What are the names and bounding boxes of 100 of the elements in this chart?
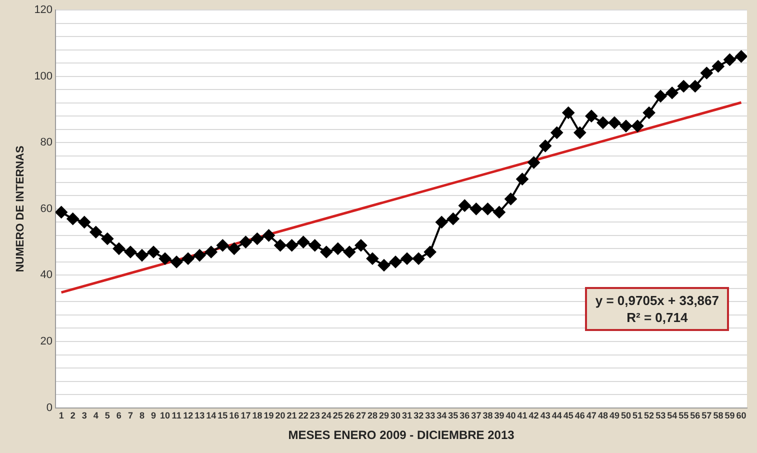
point bbox=[458, 200, 471, 212]
x-tick-label: 1 bbox=[58, 410, 64, 421]
point bbox=[332, 242, 344, 255]
point bbox=[436, 216, 448, 228]
point bbox=[390, 256, 402, 268]
point bbox=[401, 252, 414, 265]
x-tick-label: 52 bbox=[644, 410, 654, 421]
point bbox=[159, 252, 172, 265]
point bbox=[585, 110, 598, 122]
point bbox=[678, 80, 690, 92]
point bbox=[251, 232, 264, 245]
x-tick-label: 56 bbox=[690, 410, 700, 421]
x-tick-label: 4 bbox=[93, 410, 98, 421]
point bbox=[700, 66, 713, 79]
point bbox=[90, 226, 102, 238]
x-tick-label: 6 bbox=[116, 410, 122, 421]
point bbox=[56, 206, 68, 218]
x-tick-label: 37 bbox=[471, 410, 482, 421]
x-tick-label: 29 bbox=[378, 410, 389, 421]
x-tick-label: 45 bbox=[563, 410, 574, 421]
point bbox=[320, 246, 332, 258]
x-tick-label: 57 bbox=[702, 410, 712, 421]
point bbox=[262, 229, 275, 242]
point bbox=[228, 242, 240, 255]
x-tick-label: 9 bbox=[151, 410, 156, 421]
x-tick-label: 50 bbox=[620, 410, 632, 421]
x-tick-label: 2 bbox=[70, 410, 76, 421]
y-tick-label: 0 bbox=[46, 402, 53, 414]
point bbox=[596, 116, 609, 129]
point bbox=[366, 252, 378, 265]
x-tick-label: 53 bbox=[656, 410, 666, 421]
x-tick-label: 3 bbox=[82, 410, 87, 421]
x-tick-label: 32 bbox=[414, 410, 424, 421]
x-tick-label: 44 bbox=[552, 410, 562, 421]
point bbox=[654, 90, 667, 102]
point bbox=[632, 120, 644, 132]
point bbox=[297, 236, 310, 248]
point bbox=[666, 86, 678, 99]
point bbox=[66, 212, 79, 225]
point bbox=[148, 246, 160, 258]
x-tick-label: 10 bbox=[160, 410, 170, 421]
x-tick-label: 48 bbox=[598, 410, 608, 421]
x-tick-label: 23 bbox=[310, 410, 320, 421]
annotation: R² = 0,714 bbox=[626, 309, 689, 326]
x-tick-label: 36 bbox=[460, 410, 470, 421]
x-tick-label: 13 bbox=[194, 410, 205, 421]
x-tick-label: 17 bbox=[240, 410, 251, 421]
point bbox=[620, 120, 632, 132]
point bbox=[550, 126, 563, 139]
x-tick-label: 39 bbox=[494, 410, 504, 421]
point bbox=[528, 156, 540, 168]
point bbox=[574, 126, 586, 139]
point bbox=[493, 206, 506, 218]
point bbox=[205, 246, 218, 258]
x-tick-label: 28 bbox=[367, 410, 378, 421]
x-tick-label: 42 bbox=[528, 410, 539, 421]
point bbox=[539, 140, 552, 152]
x-tick-label: 25 bbox=[332, 410, 343, 421]
x-tick-label: 55 bbox=[678, 410, 689, 421]
y-tick-label: 40 bbox=[40, 269, 53, 282]
point bbox=[274, 239, 286, 252]
x-tick-label: 14 bbox=[206, 410, 216, 421]
x-tick-label: 51 bbox=[632, 410, 643, 421]
x-tick-label: 26 bbox=[344, 410, 354, 421]
x-tick-label: 15 bbox=[218, 410, 228, 421]
x-tick-label: 46 bbox=[574, 410, 585, 421]
point bbox=[689, 80, 702, 92]
y-tick-label: 100 bbox=[34, 70, 53, 82]
y-tick-label: 80 bbox=[40, 136, 53, 149]
point bbox=[643, 106, 656, 119]
point bbox=[562, 106, 574, 119]
x-tick-label: 35 bbox=[448, 410, 458, 421]
point bbox=[78, 216, 90, 228]
x-tick-label: 7 bbox=[128, 410, 133, 421]
x-tick-label: 31 bbox=[402, 410, 412, 421]
x-tick-label: 16 bbox=[229, 410, 240, 421]
point bbox=[482, 202, 494, 215]
point bbox=[308, 239, 321, 252]
x-tick-label: 43 bbox=[540, 410, 550, 421]
x-tick-label: 11 bbox=[172, 410, 182, 421]
point bbox=[194, 249, 206, 262]
point bbox=[101, 232, 114, 245]
x-tick-label: 22 bbox=[298, 410, 308, 421]
y-axis-title: NUMERO DE INTERNAS bbox=[14, 146, 27, 272]
x-tick-label: 60 bbox=[736, 410, 746, 421]
x-tick-label: 59 bbox=[724, 410, 735, 421]
x-tick-label: 20 bbox=[275, 410, 286, 421]
point bbox=[136, 249, 148, 262]
point bbox=[343, 246, 356, 258]
x-tick-label: 40 bbox=[506, 410, 516, 421]
point bbox=[354, 239, 367, 252]
point bbox=[170, 256, 183, 268]
x-tick-label: 18 bbox=[252, 410, 262, 421]
x-tick-label: 21 bbox=[286, 410, 297, 421]
point bbox=[216, 239, 229, 252]
point bbox=[608, 116, 620, 129]
x-tick-label: 5 bbox=[104, 410, 110, 421]
point bbox=[240, 236, 252, 248]
point bbox=[735, 50, 747, 62]
point bbox=[124, 246, 136, 258]
